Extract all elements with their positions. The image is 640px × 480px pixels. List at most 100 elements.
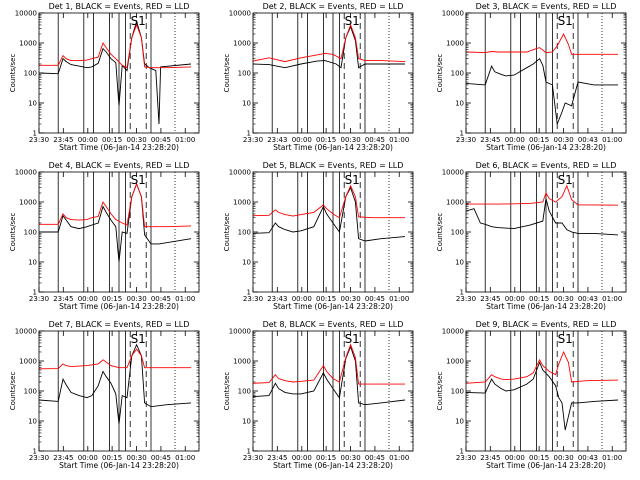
- x-tick-label: 01:00: [602, 295, 622, 303]
- y-tick-label: 10: [28, 100, 37, 108]
- series-line-black: [465, 57, 618, 125]
- y-tick-label: 10000: [15, 169, 37, 177]
- event-annotation: S1: [558, 332, 573, 346]
- x-tick-label: 00:00: [292, 454, 312, 462]
- x-tick-label: 23:30: [29, 454, 49, 462]
- x-tick-label: 00:45: [151, 295, 171, 303]
- chart-title: Det 7, BLACK = Events, RED = LLD: [49, 320, 190, 329]
- y-tick-label: 10: [242, 259, 251, 267]
- series-line-black: [38, 343, 192, 424]
- x-tick-label: 00:45: [365, 136, 385, 144]
- y-tick-label: 1: [33, 289, 37, 297]
- y-tick-label: 100: [451, 388, 464, 396]
- chart-title: Det 4, BLACK = Events, RED = LLD: [49, 161, 190, 170]
- x-tick-label: 00:15: [102, 295, 122, 303]
- x-tick-label: 01:00: [389, 136, 409, 144]
- x-tick-label: 00:30: [554, 295, 574, 303]
- y-tick-label: 100: [238, 388, 251, 396]
- chart-title: Det 5, BLACK = Events, RED = LLD: [263, 161, 404, 170]
- x-tick-label: 23:30: [243, 136, 263, 144]
- series-line-black: [39, 182, 192, 263]
- y-tick-label: 10000: [442, 10, 464, 18]
- y-tick-label: 100: [24, 70, 37, 78]
- chart-panel-8: Det 8, BLACK = Events, RED = LLD 1 10 100 10…: [223, 320, 414, 470]
- x-tick-label: 00:00: [292, 295, 312, 303]
- chart-panel-2: Det 2, BLACK = Events, RED = LLD 1 10 100 10…: [223, 2, 414, 152]
- y-tick-label: 1: [460, 289, 464, 297]
- y-tick-label: 10000: [229, 328, 251, 336]
- chart-title: Det 6, BLACK = Events, RED = LLD: [476, 161, 617, 170]
- x-tick-label: 00:30: [127, 295, 147, 303]
- y-tick-label: 1: [247, 289, 251, 297]
- x-tick-label: 00:43: [578, 454, 598, 462]
- x-tick-label: 23:30: [243, 454, 263, 462]
- x-tick-label: 23:45: [480, 454, 500, 462]
- event-annotation: S1: [131, 332, 146, 346]
- y-tick-label: 1000: [19, 40, 37, 48]
- x-tick-label: 00:15: [529, 136, 549, 144]
- x-tick-label: 23:45: [53, 295, 73, 303]
- series-line-black: [38, 19, 192, 125]
- x-tick-label: 23:30: [243, 295, 263, 303]
- chart-panel-5: Det 5, BLACK = Events, RED = LLD 1 10 100 10…: [223, 161, 414, 311]
- x-tick-label: 00:45: [365, 454, 385, 462]
- x-tick-label: 00:30: [341, 454, 361, 462]
- event-annotation: S1: [345, 332, 360, 346]
- series-line-red: [38, 348, 191, 370]
- event-annotation: S1: [345, 14, 360, 28]
- event-annotation: S1: [345, 173, 360, 187]
- series-line-black: [465, 198, 619, 236]
- x-tick-label: 00:00: [78, 136, 98, 144]
- y-tick-label: 10000: [15, 328, 37, 336]
- y-tick-label: 10: [242, 418, 251, 426]
- y-tick-label: 10: [242, 100, 251, 108]
- series-line-red: [465, 32, 618, 55]
- x-tick-label: 00:00: [505, 136, 525, 144]
- chart-title: Det 1, BLACK = Events, RED = LLD: [49, 2, 190, 11]
- y-tick-label: 100: [24, 388, 37, 396]
- x-tick-label: 00:45: [365, 295, 385, 303]
- y-tick-label: 10000: [442, 328, 464, 336]
- x-tick-label: 01:00: [175, 454, 195, 462]
- x-tick-label: 23:30: [29, 136, 49, 144]
- x-tick-label: 00:30: [127, 454, 147, 462]
- x-tick-label: 00:30: [554, 136, 574, 144]
- x-tick-label: 00:15: [102, 454, 122, 462]
- x-tick-label: 00:30: [341, 136, 361, 144]
- series-line-red: [252, 343, 405, 385]
- event-annotation: S1: [131, 173, 146, 187]
- y-tick-label: 1000: [233, 199, 251, 207]
- x-tick-label: 00:15: [316, 295, 336, 303]
- x-axis-label: Start Time (06-Jan-14 23:28:20): [273, 461, 393, 470]
- event-annotation: S1: [558, 173, 573, 187]
- series-line-red: [39, 182, 192, 228]
- x-tick-label: 01:00: [175, 136, 195, 144]
- chart-title: Det 8, BLACK = Events, RED = LLD: [263, 320, 404, 329]
- x-axis-label: Start Time (06-Jan-14 23:28:20): [59, 302, 179, 311]
- chart-title: Det 9, BLACK = Events, RED = LLD: [476, 320, 617, 329]
- x-tick-label: 00:30: [554, 454, 574, 462]
- y-axis-label: Counts/sec: [223, 372, 231, 411]
- chart-panel-1: Det 1, BLACK = Events, RED = LLD 1 10 100 10…: [9, 2, 200, 152]
- y-axis-label: Counts/sec: [9, 372, 17, 411]
- series-line-black: [252, 25, 405, 69]
- x-tick-label: 01:00: [602, 136, 622, 144]
- x-tick-label: 23:45: [480, 295, 500, 303]
- y-tick-label: 1000: [19, 199, 37, 207]
- y-tick-label: 1: [247, 448, 251, 456]
- chart-panel-7: Det 7, BLACK = Events, RED = LLD 1 10 100 10…: [9, 320, 200, 470]
- x-tick-label: 00:45: [151, 136, 171, 144]
- chart-panel-4: Det 4, BLACK = Events, RED = LLD 1 10 100 10…: [9, 161, 200, 311]
- x-tick-label: 23:43: [267, 295, 287, 303]
- x-axis-label: Start Time (06-Jan-14 23:28:20): [486, 461, 606, 470]
- x-tick-label: 23:43: [267, 136, 287, 144]
- x-tick-label: 01:00: [175, 295, 195, 303]
- chart-panel-6: Det 6, BLACK = Events, RED = LLD 1 10 100 10…: [436, 161, 627, 311]
- x-tick-label: 23:45: [480, 136, 500, 144]
- y-axis-label: Counts/sec: [436, 54, 444, 93]
- x-axis-label: Start Time (06-Jan-14 23:28:20): [486, 302, 606, 311]
- chart-title: Det 2, BLACK = Events, RED = LLD: [263, 2, 404, 11]
- y-tick-label: 1: [247, 130, 251, 138]
- y-tick-label: 10: [455, 100, 464, 108]
- series-line-red: [252, 23, 406, 63]
